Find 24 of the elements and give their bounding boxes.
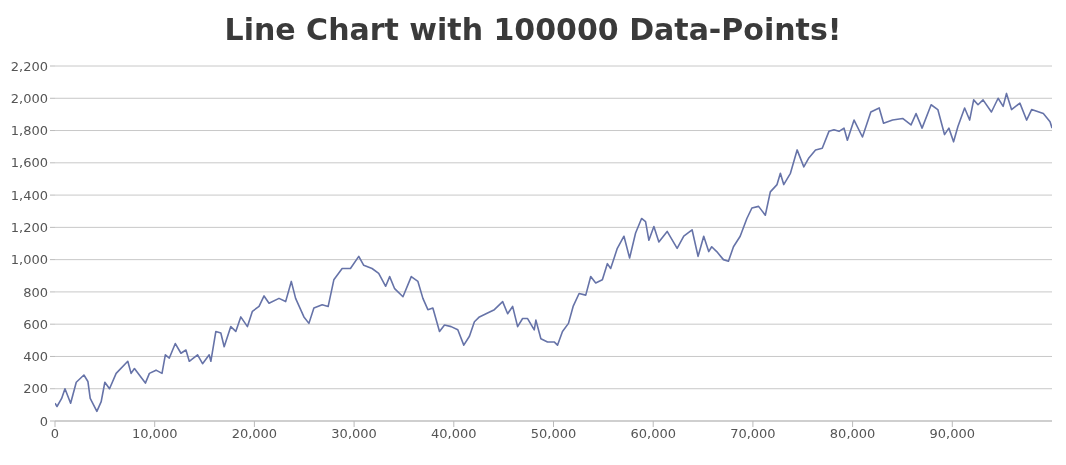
x-tick-label: 20,000 [231,426,278,442]
y-tick-label: 2,000 [10,90,48,106]
y-tick-label: 1,200 [10,219,48,235]
y-tick-label: 600 [23,316,48,332]
x-tick-label: 40,000 [431,426,477,442]
chart-title: Line Chart with 100000 Data-Points! [223,11,843,49]
y-tick-label: 1,600 [10,155,48,171]
y-tick-label: 1,400 [10,187,48,203]
x-tick-label: 10,000 [131,426,178,442]
y-tick-label: 0 [39,413,48,429]
x-tick-label: 50,000 [530,426,577,442]
x-tick-label: 60,000 [630,426,676,442]
y-tick-label: 1,000 [10,252,48,268]
y-tick-label: 2,200 [10,58,48,74]
x-tick-label: 0 [50,426,60,442]
line-series [55,92,1052,413]
y-tick-label: 200 [23,381,48,397]
x-tick-label: 70,000 [730,426,776,442]
y-tick-label: 400 [23,349,48,365]
x-tick-label: 30,000 [331,426,377,442]
x-tick-label: 90,000 [929,426,976,442]
y-tick-label: 800 [23,284,48,300]
y-tick-label: 1,800 [10,123,48,139]
x-tick-label: 80,000 [829,426,876,442]
